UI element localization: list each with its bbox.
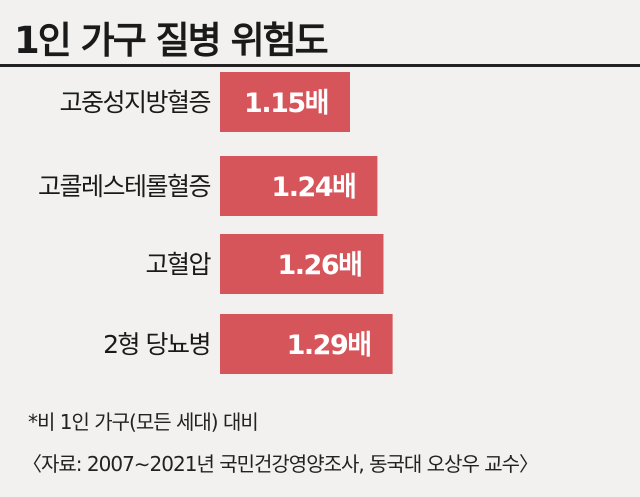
footnote-comparison: *비 1인 가구(모든 세대) 대비 — [28, 410, 259, 434]
category-label-3: 고혈압 — [145, 250, 211, 279]
bar-3 — [220, 234, 384, 294]
value-label-1: 1.15배 — [244, 88, 328, 119]
value-label-4: 1.29배 — [287, 330, 371, 361]
value-label-2: 1.24배 — [271, 172, 355, 203]
category-label-1: 고중성지방혈증 — [59, 88, 210, 117]
bar-1 — [220, 72, 350, 132]
bar-2 — [220, 156, 378, 216]
footnote-source: 〈자료: 2007∼2021년 국민건강영양조사, 동국대 오상우 교수〉 — [22, 452, 539, 476]
value-label-3: 1.26배 — [278, 250, 362, 281]
category-label-2: 고콜레스테롤혈증 — [38, 172, 211, 201]
category-label-4: 2형 당뇨병 — [103, 330, 210, 359]
chart-title: 1인 가구 질병 위험도 — [14, 19, 329, 62]
title-divider — [0, 64, 640, 67]
bar-4 — [220, 314, 393, 374]
